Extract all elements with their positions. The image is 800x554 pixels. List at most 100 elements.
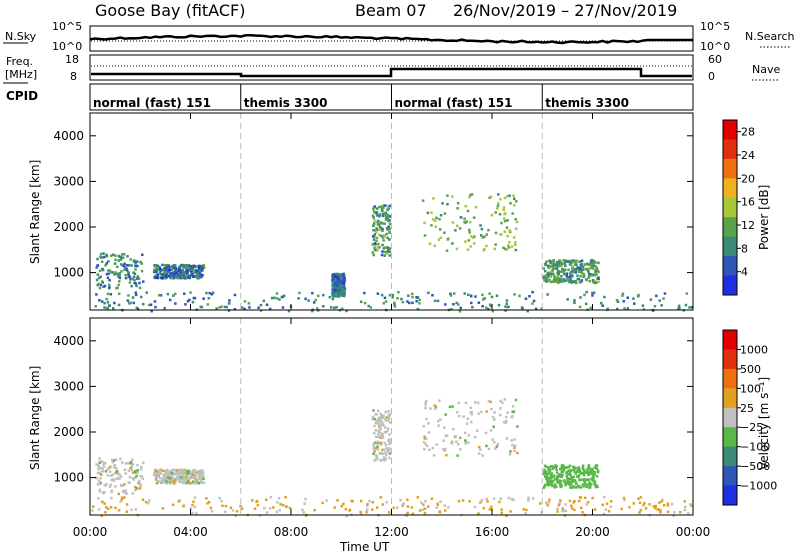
- data-cell: [119, 500, 122, 503]
- data-cell: [166, 482, 169, 485]
- data-cell: [373, 229, 376, 232]
- data-cell: [393, 303, 396, 306]
- data-cell: [123, 265, 127, 269]
- data-cell: [506, 219, 509, 222]
- data-cell: [502, 246, 505, 250]
- data-cell: [578, 260, 581, 263]
- data-cell: [430, 211, 433, 214]
- data-cell: [424, 499, 427, 503]
- data-cell: [559, 483, 563, 486]
- data-cell: [660, 304, 663, 307]
- data-cell: [393, 305, 397, 308]
- data-cell: [566, 479, 569, 483]
- data-cell: [434, 405, 438, 409]
- data-cell: [128, 302, 131, 305]
- data-cell: [477, 445, 481, 449]
- data-cell: [388, 447, 391, 450]
- data-cell: [493, 440, 496, 444]
- data-cell: [359, 510, 362, 514]
- data-cell: [583, 471, 586, 474]
- data-cell: [189, 507, 193, 510]
- data-cell: [511, 405, 515, 408]
- data-cell: [524, 512, 527, 515]
- data-cell: [198, 477, 201, 481]
- data-cell: [435, 506, 438, 509]
- data-cell: [187, 469, 190, 473]
- data-cell: [601, 503, 604, 507]
- data-cell: [391, 293, 394, 297]
- data-cell: [373, 448, 376, 451]
- data-cell: [373, 431, 376, 435]
- data-cell: [505, 415, 508, 419]
- data-cell: [375, 506, 379, 509]
- data-cell: [488, 303, 492, 306]
- data-cell: [373, 424, 376, 428]
- data-cell: [504, 247, 507, 251]
- data-cell: [591, 267, 595, 270]
- data-cell: [565, 274, 568, 277]
- data-cell: [121, 253, 124, 256]
- data-cell: [110, 490, 113, 494]
- data-cell: [643, 501, 646, 505]
- data-cell: [383, 235, 387, 238]
- data-cell: [106, 301, 110, 304]
- data-cell: [173, 481, 177, 484]
- data-cell: [388, 204, 391, 208]
- data-cell: [465, 220, 468, 223]
- data-cell: [551, 264, 554, 268]
- data-cell: [480, 234, 483, 237]
- data-cell: [594, 261, 597, 264]
- data-cell: [189, 476, 192, 479]
- data-cell: [466, 209, 470, 213]
- data-cell: [140, 295, 143, 299]
- data-cell: [457, 499, 461, 503]
- data-cell: [427, 291, 430, 295]
- data-cell: [374, 421, 378, 425]
- data-cell: [117, 259, 120, 262]
- data-cell: [470, 301, 473, 305]
- data-cell: [182, 264, 185, 267]
- data-cell: [382, 206, 385, 210]
- data-cell: [482, 506, 486, 510]
- power-ylabel: Slant Range [km]: [28, 160, 42, 264]
- data-cell: [371, 214, 375, 217]
- data-cell: [469, 406, 472, 410]
- data-cell: [463, 217, 466, 220]
- data-cell: [447, 506, 450, 509]
- data-cell: [125, 492, 128, 495]
- data-cell: [498, 500, 501, 504]
- data-cell: [480, 410, 483, 414]
- y-tick-label: 1000: [53, 471, 84, 485]
- data-cell: [379, 458, 382, 462]
- data-cell: [502, 217, 506, 220]
- data-cell: [313, 508, 316, 512]
- data-cell: [385, 447, 389, 450]
- data-cell: [597, 270, 600, 274]
- data-cell: [135, 284, 138, 288]
- data-cell: [546, 293, 549, 296]
- freq-label: Freq.: [6, 55, 33, 68]
- data-cell: [98, 299, 101, 302]
- data-cell: [155, 267, 159, 271]
- data-cell: [558, 259, 561, 262]
- data-cell: [587, 473, 590, 476]
- data-cell: [383, 441, 387, 445]
- data-cell: [110, 458, 114, 462]
- data-cell: [113, 301, 116, 305]
- data-cell: [573, 299, 576, 302]
- data-cell: [165, 264, 168, 267]
- data-cell: [192, 264, 195, 268]
- data-cell: [589, 484, 592, 487]
- data-cell: [333, 506, 336, 509]
- data-cell: [178, 267, 181, 270]
- data-cell: [171, 274, 174, 278]
- data-cell: [387, 409, 391, 413]
- data-cell: [155, 276, 158, 279]
- data-cell: [336, 499, 339, 502]
- data-cell: [120, 256, 123, 259]
- data-cell: [192, 271, 196, 274]
- data-cell: [446, 203, 449, 206]
- data-cell: [552, 264, 556, 267]
- data-cell: [592, 478, 595, 482]
